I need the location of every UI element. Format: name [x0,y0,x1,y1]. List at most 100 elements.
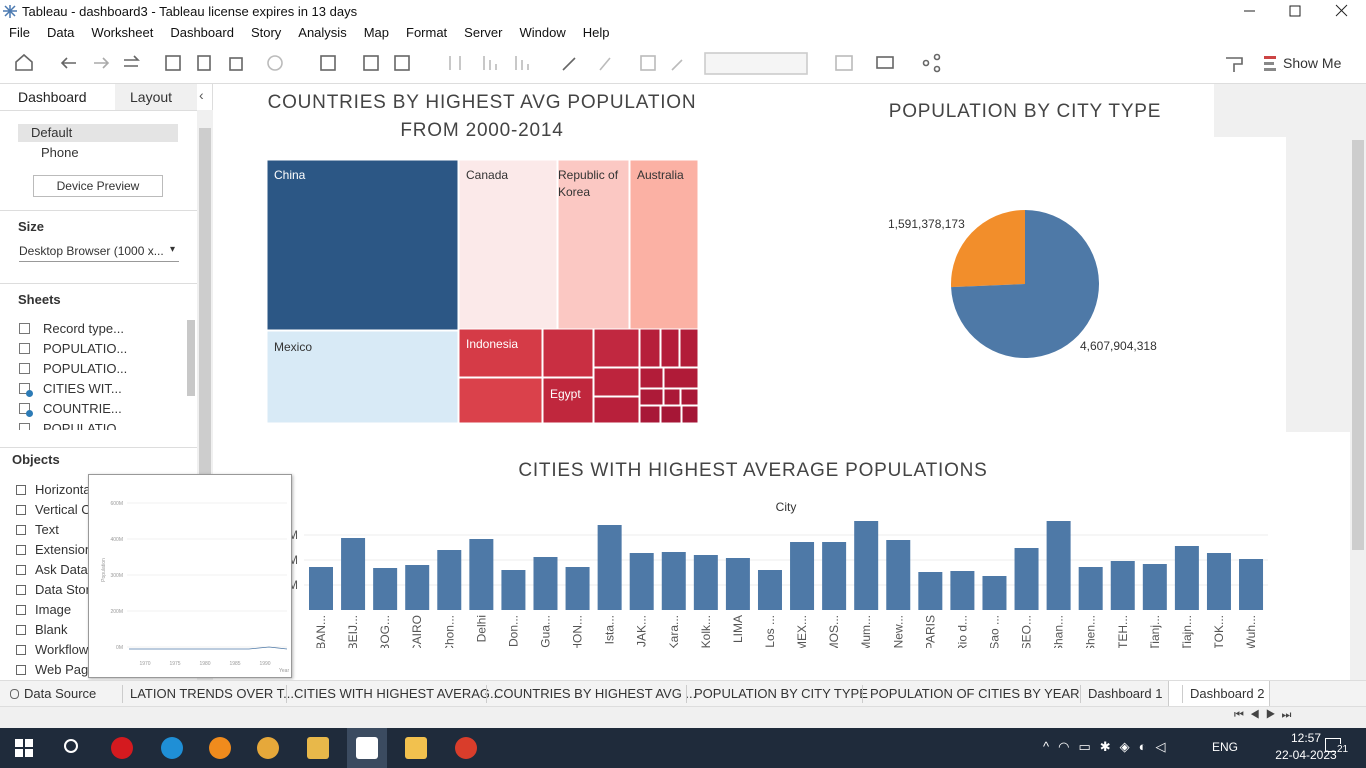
window-controls[interactable] [1244,4,1348,17]
treemap-label[interactable]: Mexico [274,340,312,354]
sheet-item[interactable]: CITIES WIT... [43,381,122,396]
menu-item[interactable]: Window [519,25,566,40]
bar[interactable] [757,570,782,610]
menu-item[interactable]: Server [464,25,503,40]
bar[interactable] [629,553,654,610]
taskbar-app[interactable] [257,737,279,759]
object-item[interactable]: Blank [35,622,68,637]
bar[interactable] [1110,561,1135,610]
tray-icons[interactable]: ^◠▭✱◈◐◁ [1043,739,1175,754]
bar[interactable] [790,542,815,610]
menu-item[interactable]: Help [582,25,610,40]
menu-item[interactable]: Data [46,25,75,40]
bar[interactable] [950,571,975,610]
panel-tab-active[interactable]: Dashboard [18,89,87,105]
bar[interactable] [597,525,622,610]
bar[interactable] [1206,553,1231,610]
bar[interactable] [1014,548,1039,610]
sheet-item[interactable]: POPULATIO... [43,421,128,430]
collapse-button[interactable]: ‹ [199,87,204,103]
tray-time[interactable]: 12:57 [1290,731,1322,745]
menu-item[interactable]: File [9,25,30,40]
tray-language[interactable]: ENG [1212,740,1239,754]
bar[interactable] [309,567,333,610]
treemap-label[interactable]: China [274,168,306,182]
treemap-label[interactable]: Republic of Korea [558,168,619,199]
bar[interactable] [1078,567,1103,610]
object-item[interactable]: Workflow [35,642,89,657]
object-item[interactable]: Horizonta [35,482,91,497]
start-button[interactable] [15,739,33,757]
bar[interactable] [1239,559,1264,610]
bar[interactable] [886,540,911,610]
bar[interactable] [854,521,879,610]
treemap-label[interactable]: Canada [466,168,508,182]
taskbar-app[interactable] [307,737,329,759]
object-item[interactable]: Ask Data [35,562,88,577]
treemap-label[interactable]: Egypt [550,387,581,401]
bar[interactable] [469,539,494,610]
bar[interactable] [822,542,847,610]
bar[interactable] [982,576,1007,610]
sheet-tab[interactable]: POPULATION BY CITY TYPE [694,686,868,701]
bar[interactable] [1174,546,1199,610]
pie-slice[interactable] [951,210,1025,288]
taskbar-app[interactable] [455,737,477,759]
taskbar-app[interactable] [209,737,231,759]
bar[interactable] [437,550,462,610]
sheet-tab[interactable]: Dashboard 1 [1088,686,1163,701]
bar[interactable] [1046,521,1071,610]
sheet-item[interactable]: Record type... [43,321,124,336]
sheet-item[interactable]: POPULATIO... [43,361,128,376]
menu-item[interactable]: Format [406,25,448,40]
menu-item[interactable]: Worksheet [91,25,154,40]
bar[interactable] [725,558,750,610]
sheet-tab[interactable]: LATION TRENDS OVER T... [130,686,294,701]
taskbar-app[interactable] [161,737,183,759]
bar[interactable] [661,552,686,610]
object-item[interactable]: Data Stor [35,582,90,597]
show-me-button[interactable]: Show Me [1283,55,1342,71]
panel-tab[interactable]: Layout [130,89,173,105]
sheet-item[interactable]: COUNTRIE... [43,401,122,416]
bar[interactable] [341,538,366,610]
bar[interactable] [565,567,590,610]
bar[interactable] [373,568,398,610]
taskbar-app[interactable] [111,737,133,759]
device-item[interactable]: Phone [41,145,79,160]
sheet-tab[interactable]: Data Source [24,686,97,701]
object-item[interactable]: Web Page [35,662,96,677]
object-item[interactable]: Text [35,522,59,537]
object-item[interactable]: Extension [35,542,93,557]
size-dropdown[interactable]: Desktop Browser (1000 x... [19,244,179,262]
tray-date[interactable]: 22-04-2023 [1275,748,1337,762]
sheet-tab[interactable]: CITIES WITH HIGHEST AVERAG... [294,686,501,701]
taskbar-app[interactable] [405,737,427,759]
bar[interactable] [918,572,943,610]
status-nav[interactable]: ⏮◀▶⏭ [1234,709,1298,721]
sheet-tab[interactable]: COUNTRIES BY HIGHEST AVG ... [494,686,697,701]
sheet-tab-active[interactable]: Dashboard 2 [1190,686,1265,701]
search-button[interactable] [64,739,78,753]
menu-item[interactable]: Analysis [298,25,347,40]
device-item[interactable]: Default [31,125,73,140]
sheet-tab[interactable]: POPULATION OF CITIES BY YEAR [870,686,1080,701]
treemap-label[interactable]: Australia [637,168,684,182]
menu-item[interactable]: Dashboard [170,25,234,40]
menu-item[interactable]: Story [250,25,282,40]
bar[interactable] [1142,564,1167,610]
taskbar-app[interactable] [356,737,378,759]
device-preview-button[interactable]: Device Preview [33,175,163,197]
object-item[interactable]: Vertical C [35,502,91,517]
sheet-item[interactable]: POPULATIO... [43,341,128,356]
bar[interactable] [405,565,430,610]
bar[interactable] [501,570,526,610]
bar[interactable] [693,555,718,610]
pie-slice[interactable] [951,210,1099,358]
treemap-label[interactable]: Indonesia [466,337,518,351]
bar[interactable] [533,557,558,610]
toolbar-icons[interactable] [15,52,1276,75]
object-item[interactable]: Image [35,602,72,617]
menu-item[interactable]: Map [363,25,389,40]
